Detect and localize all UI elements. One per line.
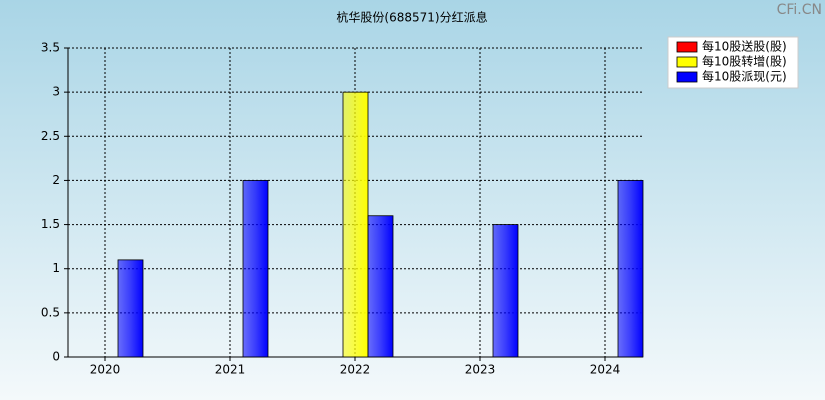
x-tick-label: 2021 [215,363,246,377]
bar [617,180,644,358]
bar [367,215,394,358]
y-tick-label: 3.5 [41,41,60,55]
chart-title: 杭华股份(688571)分红派息 [336,10,487,25]
bar [242,180,269,358]
bar [342,91,369,358]
legend-label: 每10股派现(元) [702,69,787,84]
legend-swatch [676,56,698,68]
legend-label: 每10股送股(股) [702,39,787,54]
y-tick-label: 3 [52,85,60,99]
y-tick-label: 0.5 [41,305,60,319]
x-tick-label: 2024 [590,363,621,377]
legend: 每10股送股(股)每10股转增(股)每10股派现(元) [667,36,799,89]
y-tick-label: 2 [52,173,60,187]
legend-swatch [676,71,698,83]
x-tick-label: 2020 [90,363,121,377]
y-tick-label: 0 [52,350,60,364]
bar [492,224,519,358]
bar [117,259,144,358]
y-tick-label: 1 [52,261,60,275]
x-tick-label: 2022 [340,363,371,377]
legend-label: 每10股转增(股) [702,54,787,69]
x-tick-label: 2023 [465,363,496,377]
watermark: CFi.CN [777,2,822,18]
legend-swatch [676,41,698,53]
y-tick-label: 1.5 [41,217,60,231]
y-tick-label: 2.5 [41,129,60,143]
